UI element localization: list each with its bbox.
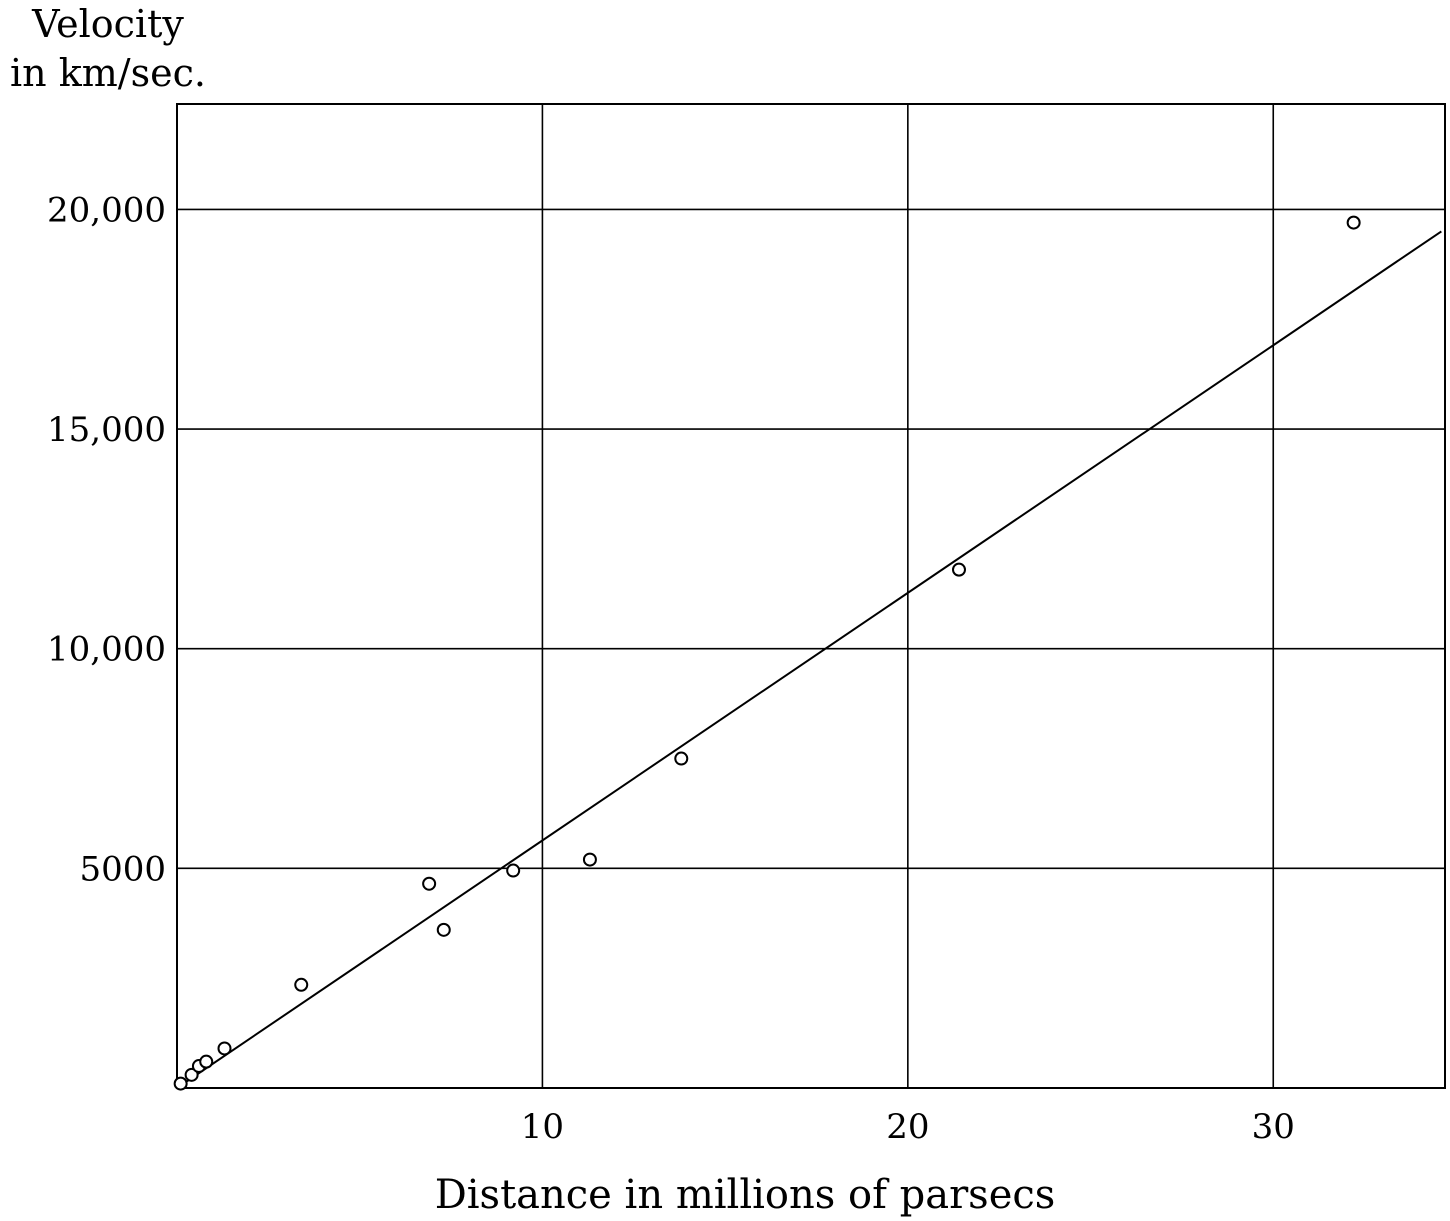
- data-point-9: [582, 852, 597, 867]
- data-point-7: [436, 922, 451, 937]
- grid: [177, 104, 1445, 1088]
- y-tick-label-1: 10,000: [47, 630, 166, 670]
- y-tick-label-0: 5000: [79, 849, 166, 889]
- data-point-5: [294, 977, 309, 992]
- data-point-1: [184, 1067, 199, 1082]
- x-tick-label-2: 30: [1252, 1107, 1295, 1147]
- fit-line: [176, 230, 1442, 1089]
- y-axis-title-line-1: Velocity: [31, 2, 184, 46]
- data-point-10: [674, 751, 689, 766]
- y-axis-title: Velocity in km/sec.: [10, 2, 206, 95]
- plot-frame: [176, 103, 1446, 1089]
- tick-labels: 5000 10,000 15,000 20,000 10 20 30: [47, 190, 1295, 1147]
- data-points: [173, 215, 1361, 1091]
- x-axis-title: Distance in millions of parsecs: [435, 1172, 1056, 1218]
- y-axis-title-line-2: in km/sec.: [10, 51, 206, 95]
- y-tick-label-3: 20,000: [47, 190, 166, 230]
- x-tick-label-0: 10: [521, 1107, 564, 1147]
- data-point-4: [217, 1041, 232, 1056]
- data-point-3: [199, 1054, 214, 1069]
- data-point-6: [422, 876, 437, 891]
- data-point-11: [951, 562, 966, 577]
- data-point-12: [1346, 215, 1361, 230]
- fit-line-layer: [176, 230, 1442, 1089]
- data-point-8: [506, 863, 521, 878]
- y-tick-label-2: 15,000: [47, 410, 166, 450]
- data-point-0: [173, 1076, 188, 1091]
- x-tick-label-1: 20: [886, 1107, 929, 1147]
